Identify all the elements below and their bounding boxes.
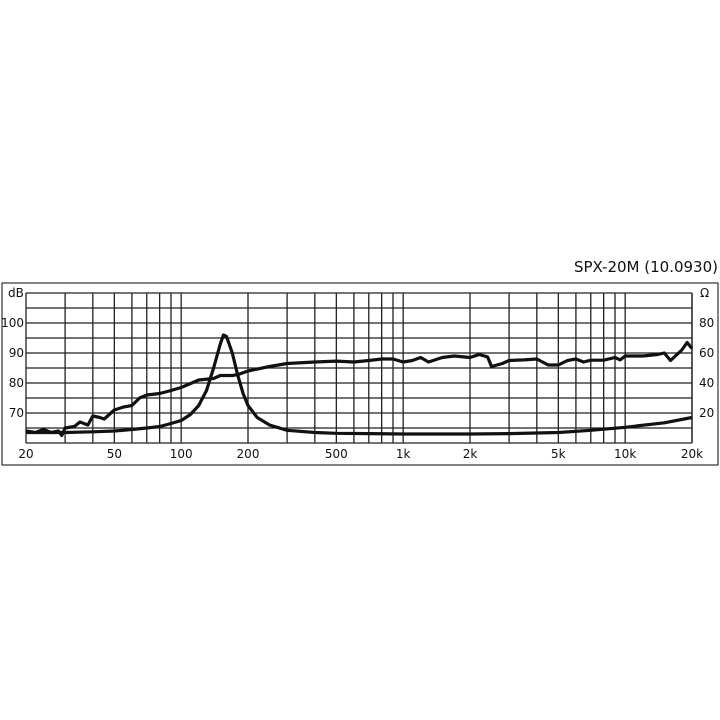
grid xyxy=(25,292,693,444)
x-tick-label: 500 xyxy=(325,447,348,461)
x-tick-label: 5k xyxy=(551,447,566,461)
chart-frame xyxy=(1,282,719,466)
x-tick-label: 50 xyxy=(107,447,122,461)
y-left-tick-label: 80 xyxy=(9,376,24,390)
y-right-tick-label: 20 xyxy=(699,406,714,420)
x-tick-label: 1k xyxy=(396,447,411,461)
y-right-unit: Ω xyxy=(700,286,709,300)
x-tick-label: 100 xyxy=(170,447,193,461)
x-tick-label: 2k xyxy=(463,447,478,461)
y-left-unit: dB xyxy=(8,286,24,300)
x-tick-label: 200 xyxy=(237,447,260,461)
y-left-tick-label: 100 xyxy=(1,316,24,330)
x-tick-label: 10k xyxy=(614,447,636,461)
x-tick-label: 20 xyxy=(18,447,33,461)
y-left-tick-label: 70 xyxy=(9,406,24,420)
impedance-curve xyxy=(26,333,693,436)
y-left-tick-label: 90 xyxy=(9,346,24,360)
spl-curve xyxy=(25,340,694,438)
y-right-tick-label: 80 xyxy=(699,316,714,330)
x-tick-label: 20k xyxy=(681,447,703,461)
y-right-tick-label: 40 xyxy=(699,376,714,390)
y-right-tick-label: 60 xyxy=(699,346,714,360)
chart-title: SPX-20M (10.0930) xyxy=(574,258,718,276)
